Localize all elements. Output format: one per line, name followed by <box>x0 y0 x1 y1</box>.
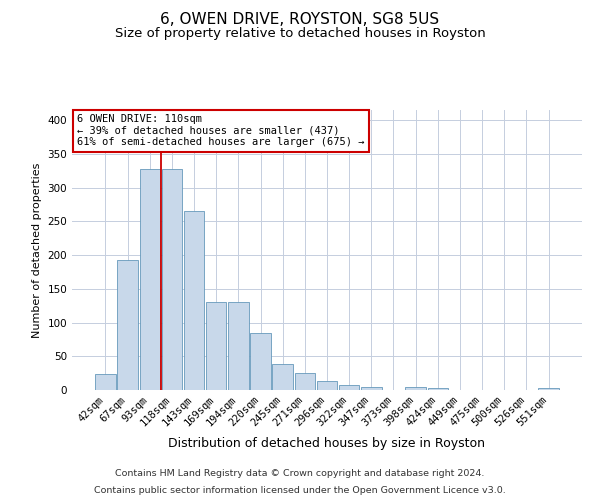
Bar <box>184 211 204 390</box>
Bar <box>250 332 271 390</box>
Bar <box>161 168 182 390</box>
Text: 6, OWEN DRIVE, ROYSTON, SG8 5US: 6, OWEN DRIVE, ROYSTON, SG8 5US <box>160 12 440 28</box>
Bar <box>228 302 248 390</box>
Bar <box>295 373 315 390</box>
Bar <box>428 388 448 390</box>
Bar <box>140 168 160 390</box>
Bar <box>339 386 359 390</box>
Y-axis label: Number of detached properties: Number of detached properties <box>32 162 42 338</box>
Text: 6 OWEN DRIVE: 110sqm
← 39% of detached houses are smaller (437)
61% of semi-deta: 6 OWEN DRIVE: 110sqm ← 39% of detached h… <box>77 114 365 148</box>
Bar <box>272 364 293 390</box>
Bar <box>118 260 138 390</box>
Bar <box>317 380 337 390</box>
Bar <box>538 388 559 390</box>
Bar <box>361 386 382 390</box>
Text: Contains public sector information licensed under the Open Government Licence v3: Contains public sector information licen… <box>94 486 506 495</box>
Text: Contains HM Land Registry data © Crown copyright and database right 2024.: Contains HM Land Registry data © Crown c… <box>115 468 485 477</box>
X-axis label: Distribution of detached houses by size in Royston: Distribution of detached houses by size … <box>169 437 485 450</box>
Bar <box>406 388 426 390</box>
Bar <box>95 374 116 390</box>
Text: Size of property relative to detached houses in Royston: Size of property relative to detached ho… <box>115 28 485 40</box>
Bar <box>206 302 226 390</box>
